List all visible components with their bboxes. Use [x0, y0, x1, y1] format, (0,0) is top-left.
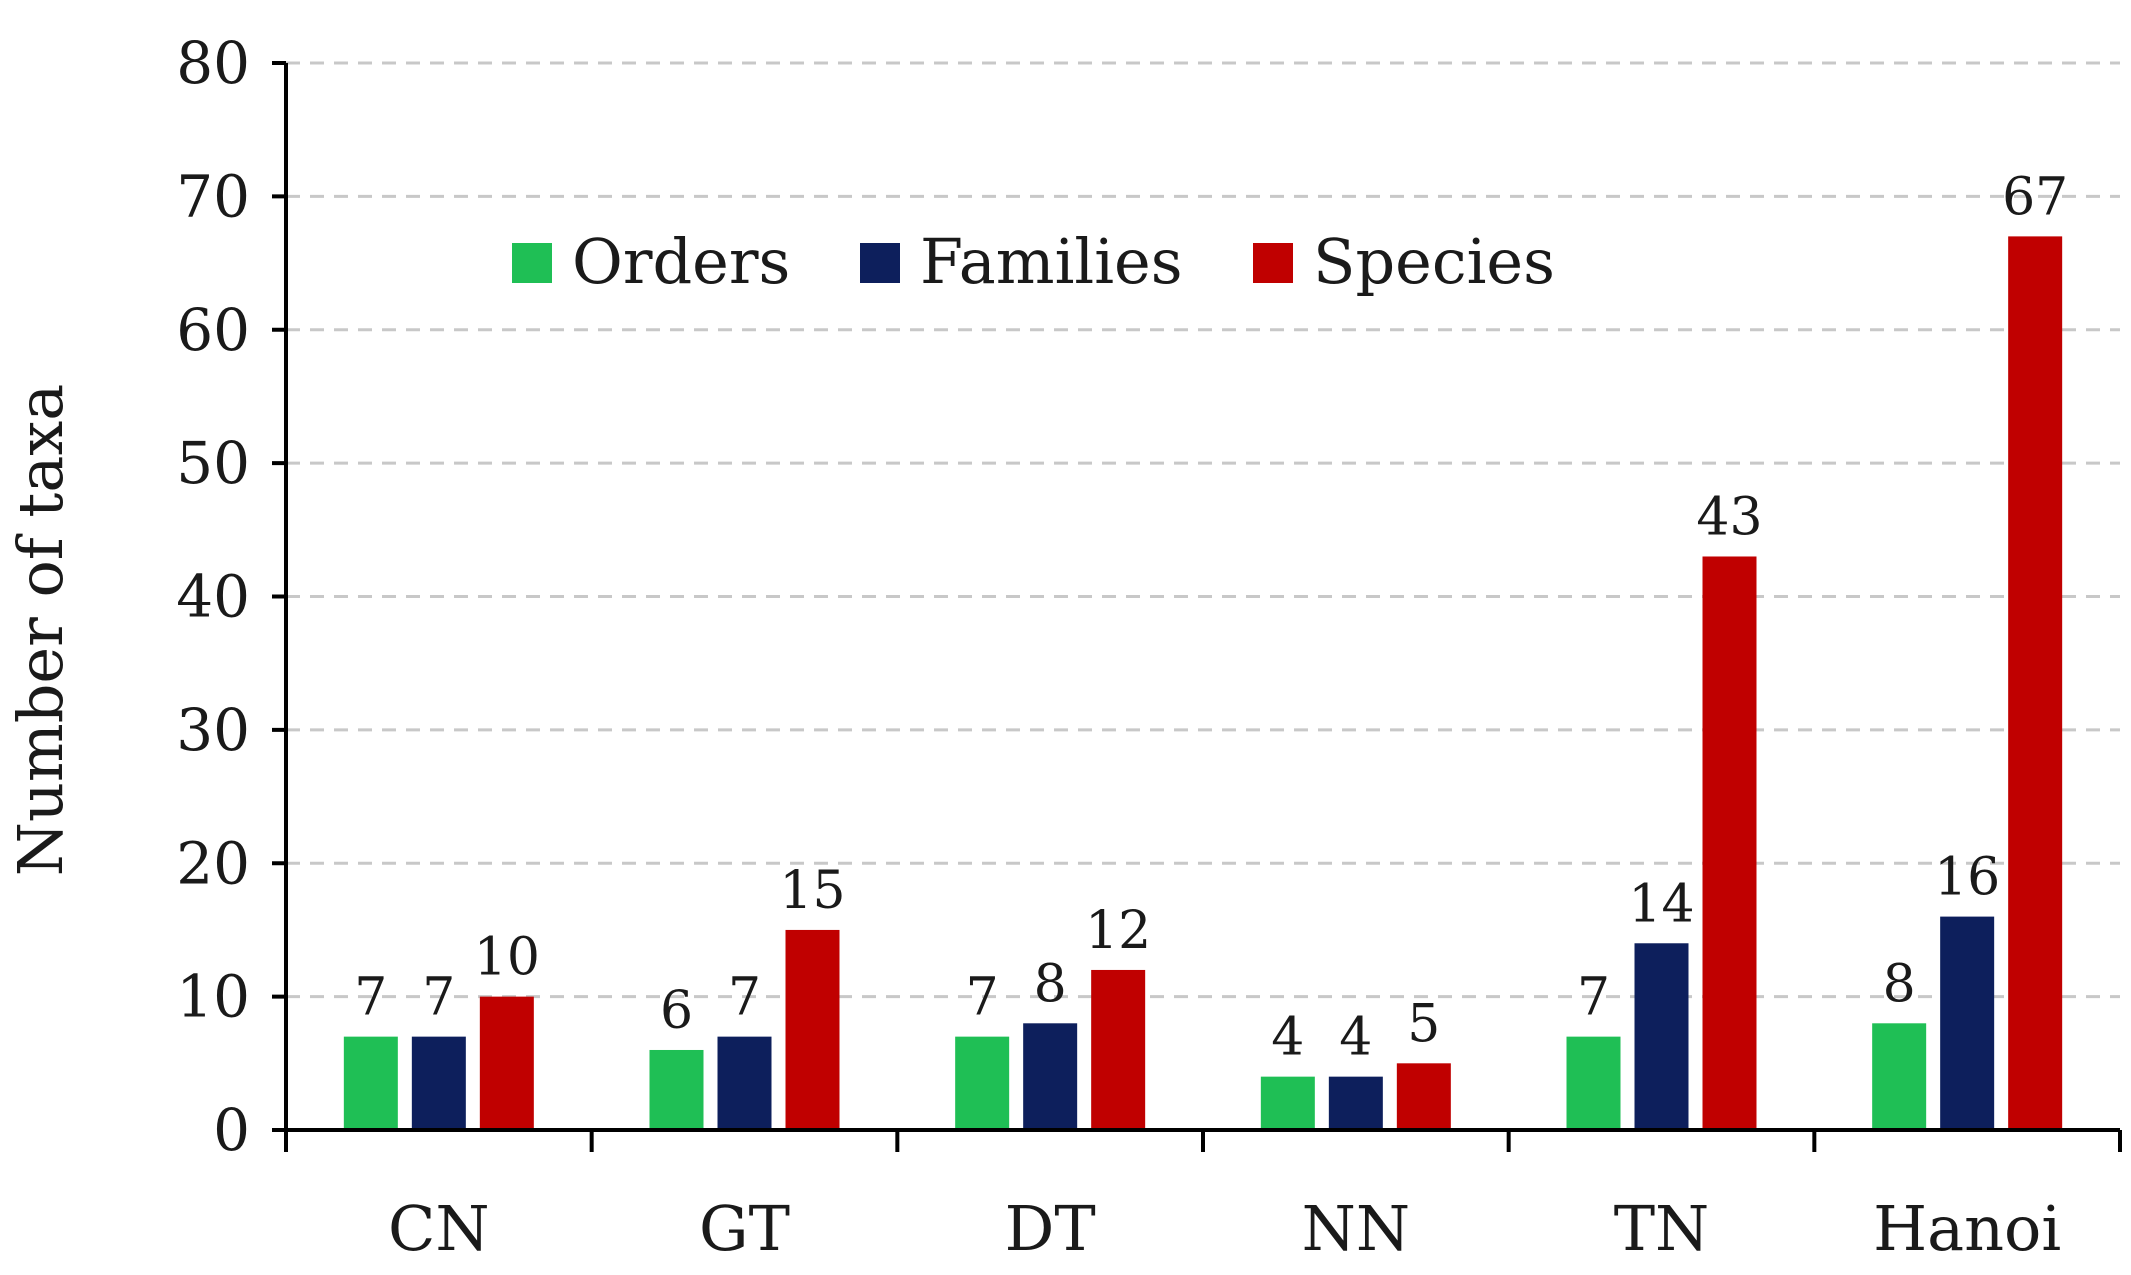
bar-families-dt: [1023, 1023, 1078, 1130]
x-tick-label: TN: [1614, 1192, 1710, 1265]
legend-label-families: Families: [920, 225, 1183, 298]
legend-swatch-species: [1253, 243, 1293, 283]
bar-families-cn: [411, 1036, 466, 1130]
bar-species-gt: [785, 929, 840, 1130]
gridlines: [286, 61, 2120, 999]
legend: Orders Families Species: [512, 225, 1555, 298]
data-label: 10: [474, 928, 540, 988]
data-label: 8: [1883, 954, 1916, 1014]
bar-families-hanoi: [1940, 916, 1995, 1130]
data-label: 7: [728, 968, 761, 1028]
x-tick-label: DT: [1005, 1192, 1096, 1265]
axes: 0 10 20 30 40 50 60 70 80 CN GT DT NN TN Hanoi: [176, 29, 2122, 1265]
x-tick-label: Hanoi: [1873, 1192, 2061, 1265]
bar-orders-gt: [649, 1049, 704, 1130]
legend-label-orders: Orders: [572, 225, 790, 298]
y-tick-label: 0: [213, 1096, 250, 1164]
x-tick-label: NN: [1302, 1192, 1411, 1265]
data-label: 7: [1577, 968, 1610, 1028]
data-label: 8: [1034, 954, 1067, 1014]
data-label: 7: [422, 968, 455, 1028]
bar-species-cn: [479, 996, 534, 1130]
bar-species-dt: [1091, 969, 1146, 1130]
y-tick-label: 20: [176, 829, 250, 897]
bar-orders-hanoi: [1872, 1023, 1927, 1130]
bar-species-hanoi: [2008, 236, 2063, 1130]
data-label: 12: [1085, 901, 1151, 961]
data-label: 15: [779, 861, 845, 921]
bar-families-gt: [717, 1036, 772, 1130]
x-tick-label: GT: [699, 1192, 790, 1265]
data-label: 6: [660, 981, 693, 1041]
y-tick-label: 70: [176, 162, 250, 230]
data-label: 43: [1696, 487, 1762, 547]
data-label: 7: [966, 968, 999, 1028]
bar-families-tn: [1634, 943, 1689, 1130]
bar-orders-cn: [343, 1036, 398, 1130]
data-label: 4: [1271, 1008, 1304, 1068]
bar-species-nn: [1396, 1063, 1451, 1130]
bar-orders-nn: [1260, 1076, 1315, 1130]
y-tick-label: 30: [176, 696, 250, 764]
data-label: 7: [354, 968, 387, 1028]
y-tick-label: 50: [176, 429, 250, 497]
y-tick-label: 10: [176, 963, 250, 1031]
x-tick-label: CN: [388, 1192, 490, 1265]
data-label: 5: [1407, 994, 1440, 1054]
bars: [343, 236, 2063, 1130]
bar-orders-tn: [1566, 1036, 1621, 1130]
data-label: 16: [1934, 848, 2000, 908]
y-axis-title: Number of taxa: [4, 384, 77, 877]
y-tick-label: 60: [176, 296, 250, 364]
data-label: 67: [2002, 167, 2068, 227]
bar-families-nn: [1328, 1076, 1383, 1130]
y-tick-label: 40: [176, 563, 250, 631]
legend-swatch-orders: [512, 243, 552, 283]
bar-orders-dt: [955, 1036, 1010, 1130]
legend-label-species: Species: [1313, 225, 1555, 298]
data-label: 14: [1628, 874, 1694, 934]
data-label: 4: [1339, 1008, 1372, 1068]
bar-species-tn: [1702, 556, 1757, 1130]
y-tick-label: 80: [176, 29, 250, 97]
legend-swatch-families: [860, 243, 900, 283]
